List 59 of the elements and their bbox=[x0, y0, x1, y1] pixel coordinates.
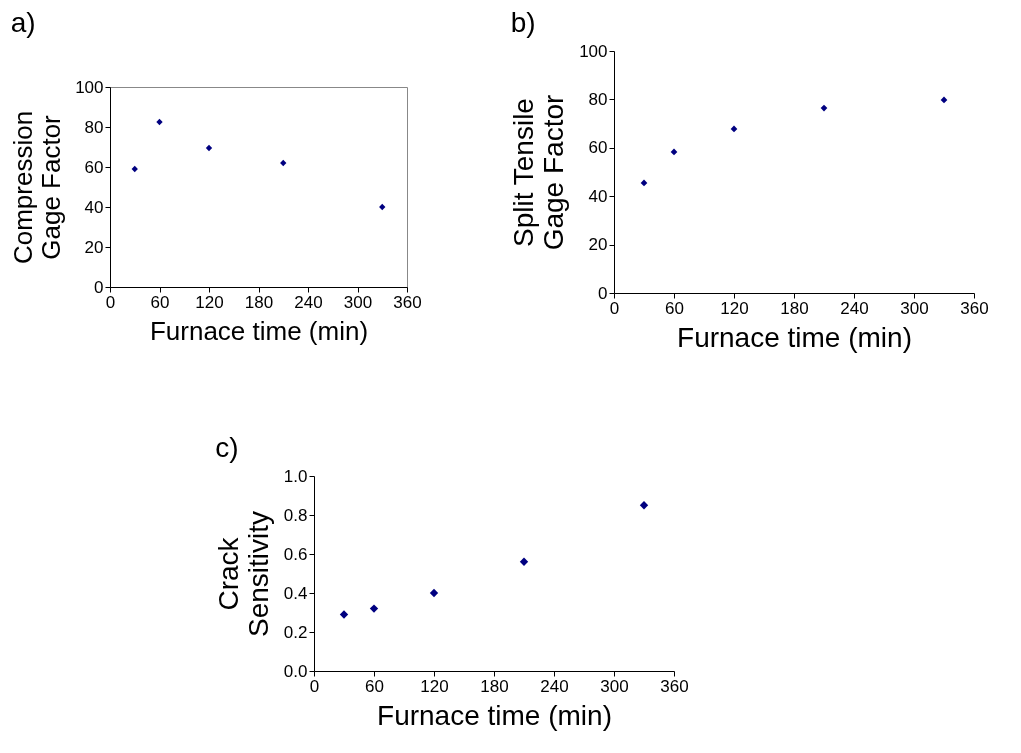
x-tick-label: 120 bbox=[420, 676, 449, 696]
y-tick-label: 20 bbox=[588, 235, 608, 255]
point bbox=[339, 610, 349, 619]
point bbox=[640, 179, 648, 187]
x-tick-label: 360 bbox=[393, 292, 422, 312]
x-tick-label: 60 bbox=[365, 676, 384, 696]
chart-title: a) bbox=[10, 7, 36, 38]
y-axis-title: Split Tensile Gage Factor bbox=[508, 94, 570, 251]
point bbox=[369, 604, 379, 613]
x-tick-label: 60 bbox=[665, 298, 684, 318]
chart-title: c) bbox=[215, 432, 239, 463]
y-tick-label: 0.4 bbox=[283, 583, 308, 603]
x-tick-label: 60 bbox=[150, 292, 170, 312]
y-tick-label: 20 bbox=[84, 237, 104, 257]
point bbox=[429, 588, 439, 598]
point bbox=[156, 118, 163, 126]
chart-title: b) bbox=[510, 7, 536, 38]
y-tick-label: 0 bbox=[94, 277, 104, 297]
y-tick-label: 40 bbox=[84, 197, 104, 217]
point bbox=[940, 96, 948, 104]
y-tick-label: 40 bbox=[588, 186, 608, 206]
y-tick-label: 80 bbox=[84, 117, 104, 137]
x-tick-label: 240 bbox=[294, 292, 323, 312]
x-axis-title: Furnace time (min) bbox=[377, 699, 612, 731]
y-tick-label: 100 bbox=[75, 77, 104, 97]
y-tick-label: 1.0 bbox=[283, 466, 308, 486]
y-tick-label: 60 bbox=[84, 157, 104, 177]
x-tick-label: 120 bbox=[720, 298, 749, 318]
y-axis-title: Compression Gage Factor bbox=[8, 110, 67, 265]
x-axis-title: Furnace time (min) bbox=[677, 321, 912, 353]
point bbox=[205, 144, 213, 152]
y-axis-title: Crack Sensitivity bbox=[212, 510, 274, 638]
x-tick-label: 300 bbox=[343, 292, 373, 312]
y-tick-label: 80 bbox=[588, 89, 608, 109]
x-tick-label: 240 bbox=[540, 676, 569, 696]
x-tick-label: 360 bbox=[960, 298, 989, 318]
point bbox=[730, 125, 738, 133]
x-axis-title: Furnace time (min) bbox=[149, 315, 369, 346]
point bbox=[379, 203, 386, 211]
x-tick-label: 180 bbox=[480, 676, 509, 696]
point bbox=[639, 501, 649, 510]
x-tick-label: 300 bbox=[900, 298, 929, 318]
point bbox=[820, 104, 828, 112]
y-tick-label: 60 bbox=[588, 138, 608, 158]
point bbox=[519, 557, 529, 566]
x-tick-label: 180 bbox=[780, 298, 809, 318]
y-tick-label: 100 bbox=[579, 41, 608, 61]
x-tick-label: 360 bbox=[660, 676, 689, 696]
x-tick-label: 300 bbox=[600, 676, 629, 696]
point bbox=[131, 165, 138, 173]
point bbox=[280, 159, 287, 167]
x-tick-label: 120 bbox=[195, 292, 224, 312]
y-tick-label: 0.2 bbox=[283, 622, 308, 642]
point bbox=[670, 148, 678, 156]
y-tick-label: 0.0 bbox=[283, 661, 308, 681]
y-tick-label: 0.6 bbox=[283, 544, 308, 564]
y-tick-label: 0.8 bbox=[283, 505, 308, 525]
x-tick-label: 180 bbox=[244, 292, 274, 312]
x-tick-label: 240 bbox=[840, 298, 869, 318]
